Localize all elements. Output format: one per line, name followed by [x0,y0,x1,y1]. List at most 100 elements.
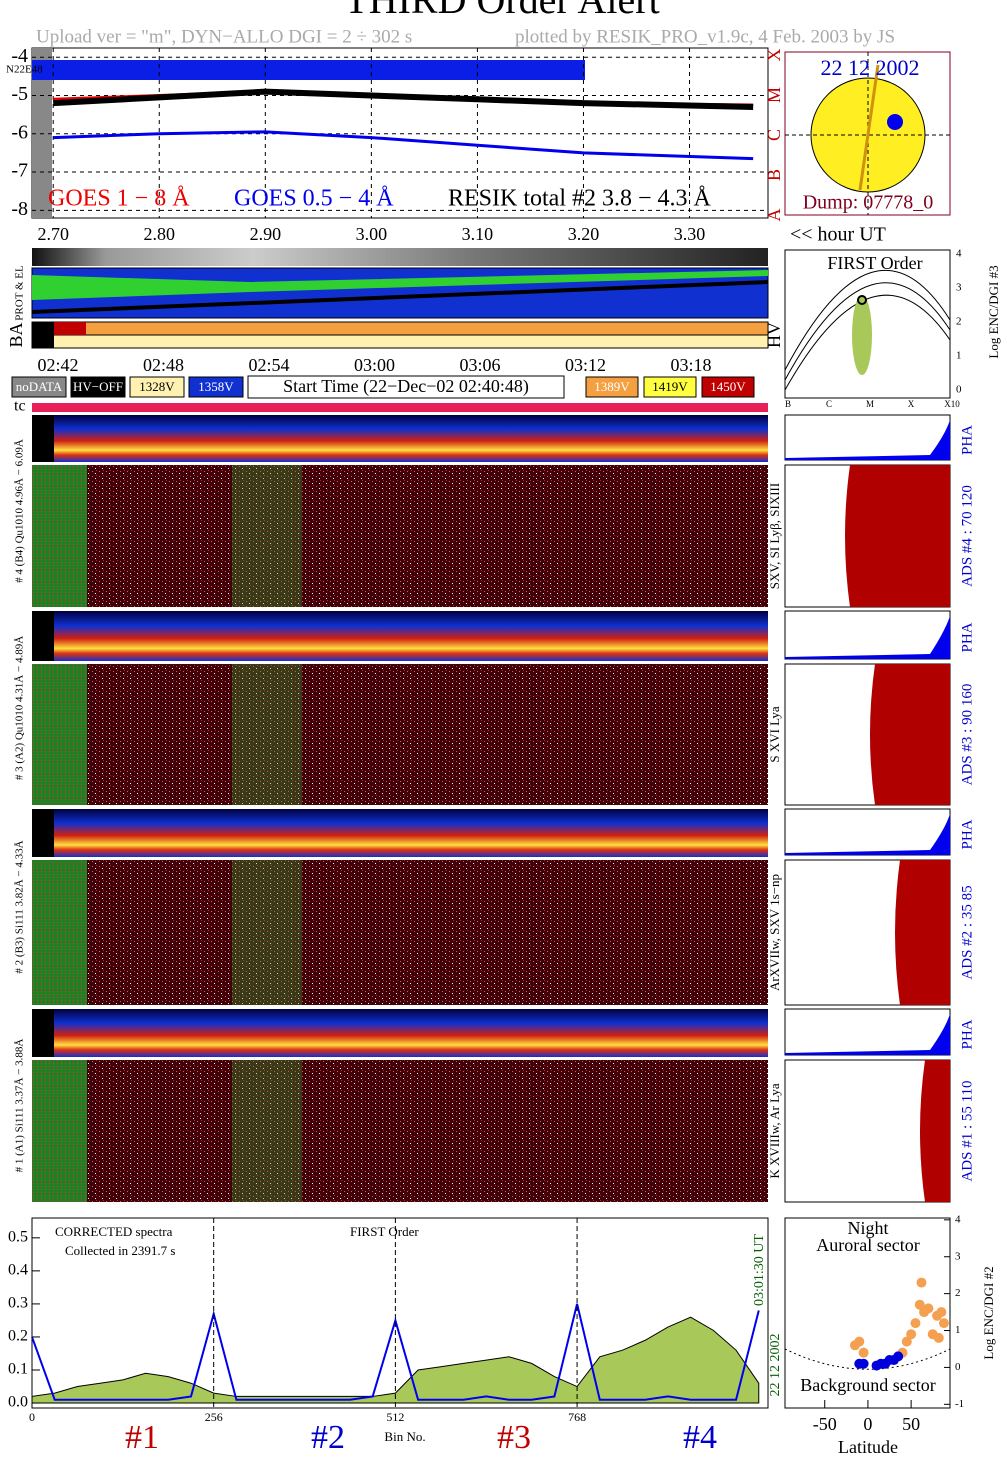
class-label: A [764,209,784,222]
x-tick-label: 0 [863,1414,872,1434]
start-box [247,375,565,399]
ba-high [54,322,86,335]
curve [784,269,951,371]
count-start [32,1060,87,1202]
y-tick-label: -1 [955,1398,964,1410]
x-label: Latitude [838,1437,898,1457]
channel-label: # 1 (A1) Si111 3.37Å − 3.88Å [14,1039,26,1173]
prot-band [32,270,768,300]
ads-label: ADS #1 : 55 110 [959,1080,975,1181]
series-line [31,1303,760,1401]
y-tick-label: 3 [955,1250,961,1262]
sun-panel: 22 12 2002 Dump: 07778_0 [784,51,951,216]
element-label: K XVIIIw, Ar Lya [767,1083,782,1178]
point [938,1318,949,1329]
count-map [32,1060,768,1202]
frame [784,249,951,399]
time-axis: 02:42 02:48 02:54 03:00 03:06 03:12 03:18 [37,355,711,375]
time-label: 03:18 [670,355,711,375]
class-label: B [785,399,791,409]
time: 03:01:30 UT [752,1234,767,1306]
point [906,1329,917,1340]
frame [31,1217,769,1409]
y-tick-label: -8 [11,198,28,220]
tc-bar [32,403,768,412]
upload: Upload ver = "m", DYN−ALLO DGI = 2 ÷ 302… [36,26,412,47]
class-label: X [908,399,915,409]
pha-spectrogram [32,611,768,661]
channel-label: # 2 (B3) Si111 3.82Å − 4.33Å [14,840,26,973]
count-map [32,860,768,1005]
y-tick-label: 0 [955,1361,961,1373]
hv-label: HV [764,322,784,348]
y-tick-label: 2 [956,316,962,328]
x-tick-label: -50 [813,1414,837,1434]
time-label: 03:06 [459,355,500,375]
prot-label: PROT & EL [14,265,26,321]
legend-box [11,376,67,398]
time-label: 02:42 [37,355,78,375]
point [916,1277,927,1288]
pha-spectrogram [32,809,768,857]
pha-start [32,1009,54,1057]
pha-hist [784,414,951,461]
y-tick-label: 2 [955,1287,961,1299]
spectrum-plot: 0.0 0.1 0.2 0.3 0.4 0.5 0 256 512 768 #1 #2 #3 #4 CORR… [8,1217,783,1456]
y-tick-label: -6 [11,121,28,143]
point [893,1351,904,1362]
ads-shape [870,664,950,805]
y-tick-label: -7 [11,160,28,182]
flare-band [232,860,302,1005]
legend-box [585,376,639,398]
time-label: 03:00 [354,355,395,375]
hv-bar [31,334,769,349]
hour-ut: << hour UT [790,224,886,246]
y-tick-label: 0.1 [8,1361,28,1378]
pha-shape [785,814,950,855]
class-label: C [826,399,832,409]
group-label: #2 [311,1419,345,1456]
group-label: #4 [683,1419,717,1456]
ads-label: ADS #4 : 70 120 [959,485,975,587]
x-tick-label: 0 [29,1410,35,1424]
curve [784,294,951,391]
curve [784,282,951,381]
time-label: 03:12 [565,355,606,375]
point [910,1318,921,1329]
series-area [31,1316,760,1404]
pha-shape [785,420,950,460]
legend-label: 1358V [198,379,234,394]
point [854,1336,865,1347]
point [858,1347,869,1358]
first-axis: Log ENC/DGI #3 [986,265,1001,358]
pointer [858,64,880,191]
y-tick-label: 0.0 [8,1394,28,1411]
pha-start [32,809,54,857]
cloud [852,295,872,375]
x-tick-label: 2.70 [37,224,69,244]
note: FIRST Order [350,1224,419,1239]
legend-box [643,376,697,398]
y-tick-label: 0.3 [8,1295,28,1312]
channel-label: # 4 (B4) Qu1010 4.96Å − 6.09Å [14,439,26,583]
group-label: #1 [125,1419,159,1456]
x-tick-label: 50 [902,1414,920,1434]
ba-off [32,322,54,348]
start-time: Start Time (22−Dec−02 02:40:48) [283,376,529,397]
hv-legend: noDATA HV−OFF 1328V 1358V 1389V 1419V 1450V [11,376,755,398]
flag-bar [32,60,585,80]
oval [784,1348,951,1370]
pha-start [32,611,54,661]
pha-shape [785,616,950,659]
pha-spectrogram [32,1009,768,1057]
element-label: SXV, SI Lyβ, SIXIII [767,483,782,589]
gray-strip [32,248,768,266]
class-label: M [866,399,874,409]
flare-band [232,664,302,805]
pha-label: PHA [959,1019,975,1049]
title: CORRECTED spectra [55,1224,173,1239]
legend-box [701,376,755,398]
legend-label: 1450V [710,379,746,394]
